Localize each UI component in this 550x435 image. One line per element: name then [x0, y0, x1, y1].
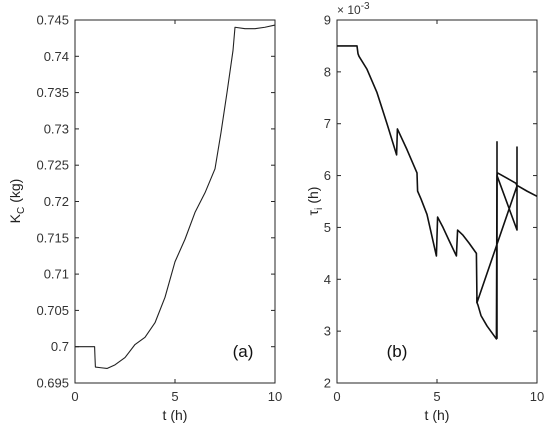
chart-a-ytick-label: 0.695	[36, 376, 69, 391]
chart-b-xlabel: t (h)	[425, 407, 450, 423]
chart-a-series-line-0	[75, 24, 276, 370]
chart-a-ytick-label: 0.71	[44, 267, 69, 282]
chart-a: 0 5 10 0.695 0.7 0.705 0.71 0.715 0.72 0.725 0.73 0…	[7, 13, 282, 424]
chart-b-ytick-label: 8	[324, 64, 331, 79]
chart-a-ylabel-unit: (kg)	[7, 179, 23, 203]
chart-a-xlabel: t (h)	[163, 407, 188, 423]
chart-a-ytick-label: 0.7	[51, 339, 69, 354]
chart-b-ticks	[336, 19, 538, 384]
chart-a-ytick-label: 0.715	[36, 230, 69, 245]
chart-b-ylabel-subscript: i	[314, 208, 325, 210]
chart-a-ylabel-subscript: C	[16, 207, 27, 214]
chart-b-ylabel-main: τ	[305, 209, 321, 215]
chart-b-ytick-label: 4	[324, 272, 331, 287]
chart-a-ytick-label: 0.74	[44, 49, 69, 64]
chart-b-panel-label: (b)	[387, 342, 408, 361]
chart-b-ytick-label: 2	[324, 376, 331, 391]
chart-a-xtick-label: 10	[268, 389, 282, 404]
chart-b-y-exponent-base: × 10	[337, 3, 361, 17]
chart-a-ytick-label: 0.745	[36, 13, 69, 28]
chart-a-ytick-label: 0.735	[36, 85, 69, 100]
chart-a-ylabel: KC (kg)	[7, 179, 27, 224]
chart-a-panel-label: (a)	[233, 342, 254, 361]
chart-b-tick-labels: 0 5 10 2 3 4 5 6 7 8 9	[324, 13, 544, 405]
chart-a-xtick-label: 5	[171, 389, 178, 404]
chart-b-y-exponent: × 10-3	[337, 1, 370, 17]
chart-b-series-line-1	[476, 141, 518, 339]
chart-a-ytick-label: 0.73	[44, 121, 69, 136]
chart-b-ytick-label: 5	[324, 220, 331, 235]
chart-b-y-exponent-power: -3	[361, 1, 370, 12]
chart-a-tick-labels: 0 5 10 0.695 0.7 0.705 0.71 0.715 0.72 0.725 0.73 0…	[36, 13, 282, 405]
chart-a-ytick-label: 0.705	[36, 303, 69, 318]
chart-b-ytick-label: 6	[324, 168, 331, 183]
chart-b-series	[337, 45, 538, 340]
chart-b: 0 5 10 2 3 4 5 6 7 8 9 t (h) τi (h) × 10-3 (b)	[305, 1, 544, 423]
chart-b-ytick-label: 7	[324, 116, 331, 131]
chart-b-xtick-label: 10	[530, 389, 544, 404]
chart-a-xtick-label: 0	[71, 389, 78, 404]
chart-a-ytick-label: 0.72	[44, 194, 69, 209]
chart-b-xtick-label: 0	[333, 389, 340, 404]
chart-a-series	[75, 24, 276, 370]
chart-a-ylabel-main: K	[7, 213, 23, 223]
chart-a-ytick-label: 0.725	[36, 158, 69, 173]
chart-b-ytick-label: 3	[324, 324, 331, 339]
chart-b-ytick-label: 9	[324, 13, 331, 28]
chart-b-ylabel-unit: (h)	[305, 187, 321, 204]
chart-b-ylabel: τi (h)	[305, 187, 325, 216]
chart-b-xtick-label: 5	[433, 389, 440, 404]
